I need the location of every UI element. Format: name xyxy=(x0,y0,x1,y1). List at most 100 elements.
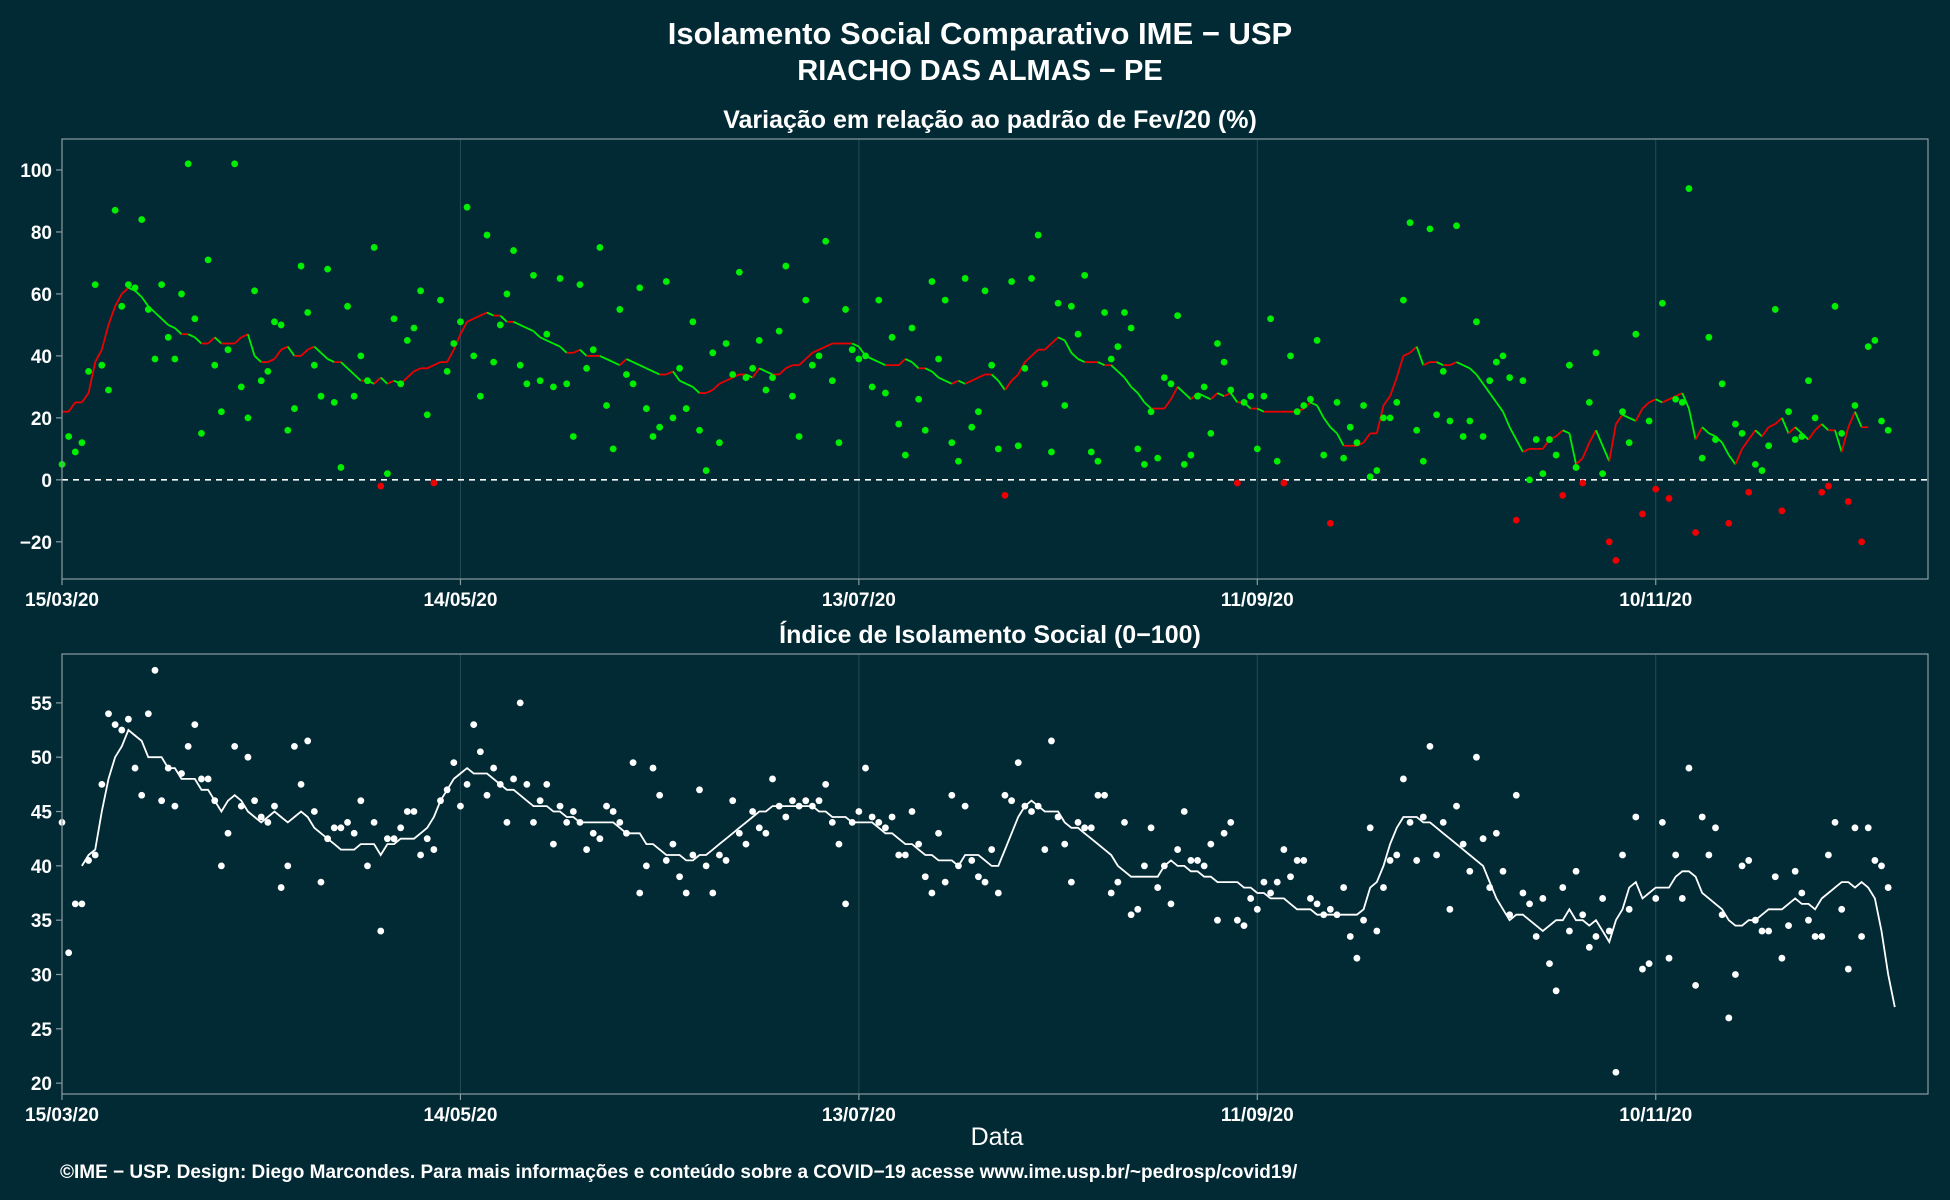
y-tick-label: 30 xyxy=(31,965,52,986)
data-point xyxy=(862,352,869,360)
data-point xyxy=(815,352,823,360)
data-point xyxy=(1539,895,1547,902)
moving-average-segment xyxy=(1721,442,1730,456)
moving-average-segment xyxy=(187,333,196,339)
data-point xyxy=(390,315,398,323)
moving-average-segment xyxy=(1030,349,1039,357)
data-point xyxy=(735,829,743,837)
moving-average-segment xyxy=(1070,352,1079,360)
panel-bottom-title: Índice de Isolamento Social (0−100) xyxy=(779,620,1201,649)
data-point xyxy=(297,262,305,270)
data-point xyxy=(1672,851,1680,859)
moving-average-segment xyxy=(692,386,701,394)
data-point xyxy=(689,318,697,326)
moving-average-segment xyxy=(1747,429,1757,441)
data-point xyxy=(1087,448,1095,456)
data-point xyxy=(669,840,677,848)
data-point xyxy=(1287,873,1294,881)
moving-average-segment xyxy=(167,324,176,329)
data-point xyxy=(397,824,405,832)
data-point xyxy=(423,835,431,843)
data-point xyxy=(271,802,278,810)
data-point xyxy=(304,309,312,316)
data-point xyxy=(204,256,212,264)
data-point xyxy=(636,284,644,292)
data-point xyxy=(1141,862,1148,870)
data-point xyxy=(636,889,644,897)
data-point xyxy=(1652,485,1660,493)
data-point xyxy=(151,355,159,363)
data-point xyxy=(530,818,537,826)
data-point xyxy=(1785,922,1792,930)
y-tick-label: 100 xyxy=(20,161,52,182)
data-point xyxy=(1658,299,1666,307)
moving-average-segment xyxy=(599,355,607,360)
moving-average-segment xyxy=(87,361,97,394)
data-point xyxy=(1818,933,1826,940)
moving-average-segment xyxy=(924,367,933,373)
data-point xyxy=(955,862,962,870)
moving-average-segment xyxy=(532,330,541,338)
data-point xyxy=(749,364,757,372)
data-point xyxy=(1141,460,1148,468)
moving-average-segment xyxy=(1495,401,1504,413)
moving-average-segment xyxy=(194,336,203,345)
data-point xyxy=(1240,922,1248,930)
data-point xyxy=(882,824,889,832)
data-point xyxy=(237,383,245,391)
panel-variation: −20 0 20 40 60 80 100 15/03/20 14/05/20 13/07/20 1… xyxy=(20,138,1929,611)
moving-average-segment xyxy=(1754,429,1763,438)
data-point xyxy=(1067,302,1075,310)
data-point xyxy=(961,802,969,810)
moving-average-segment xyxy=(1555,429,1564,438)
data-point xyxy=(1353,954,1361,962)
data-point xyxy=(1838,905,1846,913)
data-point xyxy=(1114,343,1122,351)
data-point xyxy=(1260,878,1268,886)
moving-average-segment xyxy=(1362,432,1371,444)
data-point xyxy=(503,818,511,826)
data-point xyxy=(1001,491,1009,499)
data-point xyxy=(410,324,418,332)
y-tick-label: 80 xyxy=(31,223,52,244)
moving-average-segment xyxy=(307,345,315,351)
moving-average-segment xyxy=(1847,411,1856,428)
data-point xyxy=(1207,840,1215,848)
moving-average-segment xyxy=(825,342,833,348)
data-point xyxy=(961,275,969,282)
data-point xyxy=(802,296,810,304)
x-tick-label: 11/09/20 xyxy=(1221,1105,1294,1126)
data-point xyxy=(908,808,916,815)
data-point xyxy=(191,315,199,323)
data-point xyxy=(370,244,378,251)
moving-average-segment xyxy=(1661,398,1670,404)
data-point xyxy=(457,318,464,326)
data-point xyxy=(1559,491,1567,499)
data-point xyxy=(118,726,126,734)
data-point xyxy=(364,377,371,385)
data-point xyxy=(284,862,292,870)
data-point xyxy=(364,862,371,870)
x-tick-label: 15/03/20 xyxy=(25,590,99,611)
data-point xyxy=(1658,818,1666,826)
data-point xyxy=(244,414,252,422)
data-point xyxy=(583,846,591,853)
moving-average-segment xyxy=(327,358,335,363)
data-point xyxy=(596,835,604,843)
data-point xyxy=(1048,448,1055,456)
data-point xyxy=(742,840,750,848)
y-tick-label: 40 xyxy=(31,857,52,878)
x-tick-label: 14/05/20 xyxy=(423,1105,497,1126)
data-point xyxy=(1446,417,1454,425)
data-point xyxy=(928,889,936,897)
data-point xyxy=(244,753,252,761)
moving-average-segment xyxy=(479,311,488,317)
data-point xyxy=(1014,759,1022,767)
moving-average-segment xyxy=(1210,392,1219,400)
moving-average-segment xyxy=(539,336,548,342)
y-tick-label: 50 xyxy=(31,748,52,769)
data-point xyxy=(1453,802,1460,810)
data-point xyxy=(1725,519,1733,527)
data-point xyxy=(994,889,1002,897)
data-point xyxy=(251,287,258,295)
